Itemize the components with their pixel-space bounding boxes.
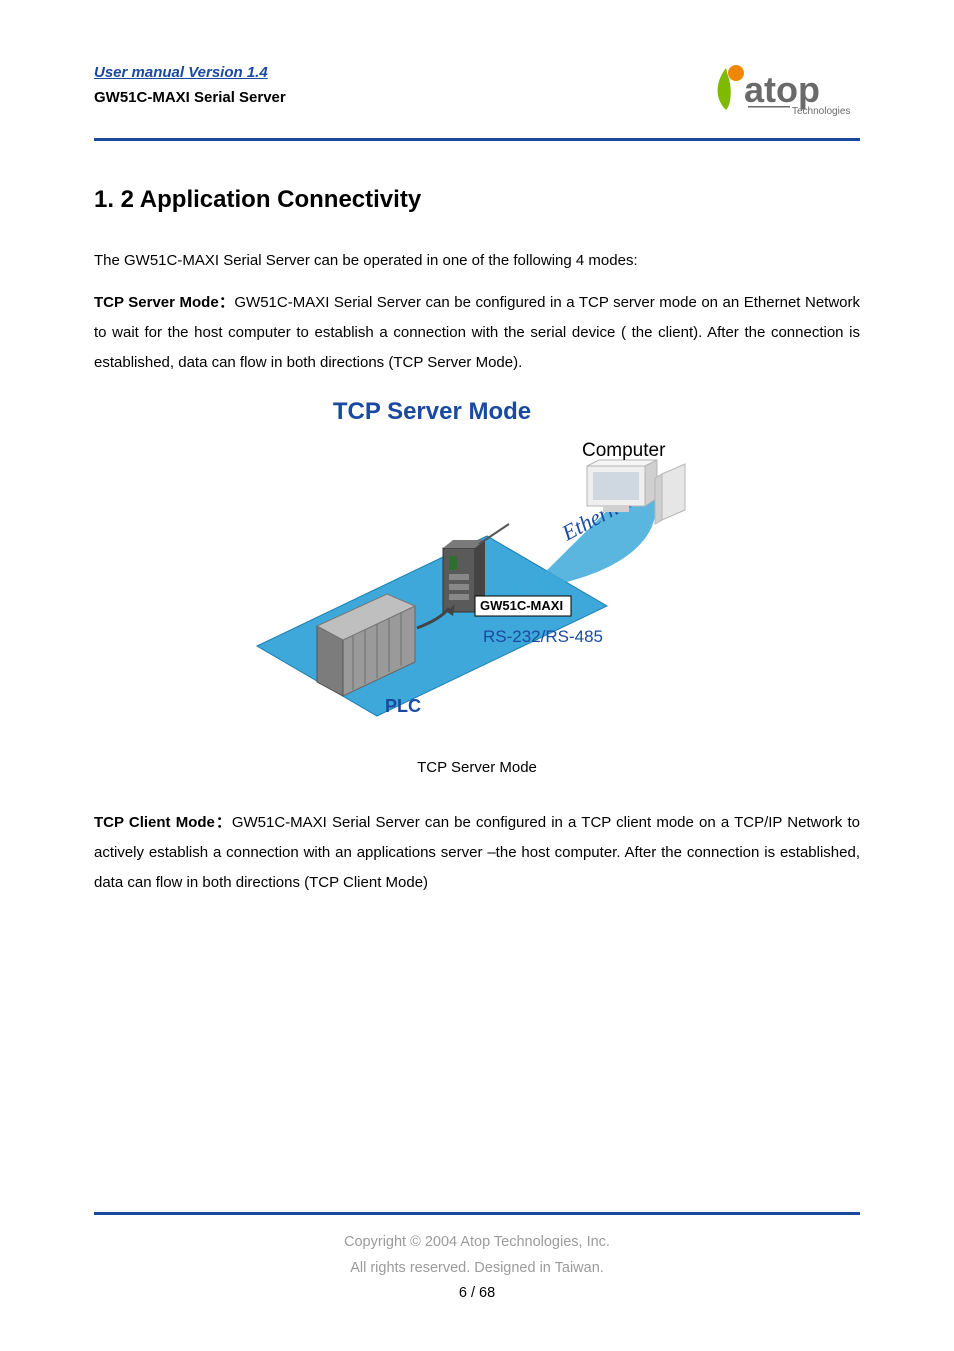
device-label: GW51C-MAXI: [480, 598, 563, 613]
footer-copyright: Copyright © 2004 Atop Technologies, Inc.: [94, 1229, 860, 1255]
tcp-client-paragraph: TCP Client Mode：GW51C-MAXI Serial Server…: [94, 808, 860, 898]
bus-label: RS-232/RS-485: [483, 627, 603, 646]
diagram-caption: TCP Server Mode: [94, 759, 860, 776]
diagram-title: TCP Server Mode: [4, 398, 860, 426]
footer-rights: All rights reserved. Designed in Taiwan.: [94, 1255, 860, 1281]
plc-label: PLC: [385, 696, 421, 716]
footer-rule: [94, 1212, 860, 1215]
header-left: User manual Version 1.4 GW51C-MAXI Seria…: [94, 60, 286, 106]
section-heading: 1. 2 Application Connectivity: [94, 186, 860, 214]
page-footer: Copyright © 2004 Atop Technologies, Inc.…: [94, 1212, 860, 1301]
tcp-client-label: TCP Client Mode：: [94, 814, 232, 831]
intro-paragraph: The GW51C-MAXI Serial Server can be oper…: [94, 246, 860, 276]
version-link[interactable]: User manual Version 1.4: [94, 64, 286, 81]
logo-icon: atop Technologies: [710, 60, 860, 120]
tcp-server-paragraph: TCP Server Mode：GW51C-MAXI Serial Server…: [94, 288, 860, 378]
logo-word: atop: [744, 69, 820, 110]
diagram-container: TCP Server Mode Ethernet Computer: [94, 398, 860, 776]
logo-subword: Technologies: [792, 106, 850, 117]
tcp-server-diagram: Ethernet Computer GW51C-MAXI RS-232/RS-4…: [247, 436, 707, 726]
brand-logo: atop Technologies: [710, 60, 860, 120]
page-header: User manual Version 1.4 GW51C-MAXI Seria…: [94, 60, 860, 141]
computer-label: Computer: [582, 440, 666, 461]
tcp-server-label: TCP Server Mode：: [94, 294, 234, 311]
product-name: GW51C-MAXI Serial Server: [94, 89, 286, 106]
page-number: 6 / 68: [94, 1285, 860, 1301]
